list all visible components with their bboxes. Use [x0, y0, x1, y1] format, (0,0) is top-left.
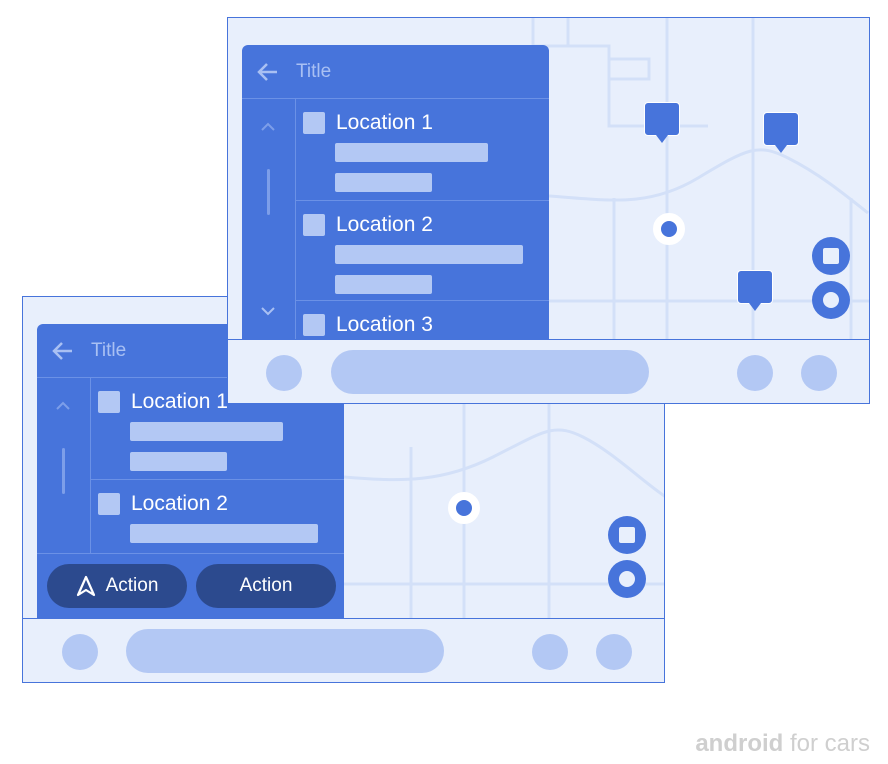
list-item[interactable]: Location 1 [296, 99, 549, 201]
list-item[interactable]: Location 1 [91, 378, 344, 480]
current-location-marker [653, 213, 685, 245]
system-button[interactable] [532, 634, 568, 670]
text-placeholder [335, 245, 523, 264]
text-placeholder [130, 452, 227, 471]
brand-bold: android [695, 730, 784, 757]
place-icon [98, 493, 120, 515]
place-icon [303, 214, 325, 236]
back-arrow-icon[interactable] [256, 60, 280, 84]
panel-header: Title [37, 324, 344, 378]
map[interactable] [228, 18, 870, 339]
chevron-down-icon[interactable] [260, 303, 276, 319]
system-bar [23, 618, 664, 682]
media-widget[interactable] [331, 350, 649, 394]
chevron-up-icon[interactable] [55, 398, 71, 414]
chevron-up-icon[interactable] [260, 119, 276, 135]
system-button[interactable] [596, 634, 632, 670]
place-icon [303, 314, 325, 336]
scroll-column [37, 378, 91, 618]
item-label: Location 2 [336, 213, 433, 236]
text-placeholder [130, 422, 283, 441]
panel-title: Title [91, 339, 127, 361]
list-item[interactable]: Location 2 [296, 201, 549, 301]
action-button[interactable]: Action [196, 564, 336, 608]
place-pin-icon[interactable] [763, 112, 799, 153]
place-icon [98, 391, 120, 413]
text-placeholder [335, 275, 432, 294]
place-pin-icon[interactable] [737, 270, 773, 311]
item-label: Location 3 [336, 313, 433, 336]
item-label: Location 2 [131, 492, 228, 515]
list-item[interactable]: Location 3 [296, 301, 549, 339]
place-icon [303, 112, 325, 134]
scroll-column [242, 99, 296, 339]
home-button[interactable] [266, 355, 302, 391]
panel-title: Title [296, 60, 332, 82]
text-placeholder [130, 524, 318, 543]
recenter-button[interactable] [608, 560, 646, 598]
place-pin-icon[interactable] [644, 102, 680, 143]
item-label: Location 1 [131, 390, 228, 413]
list-panel: Title Location 1 Location 2 Location [242, 45, 549, 339]
stop-button[interactable] [812, 237, 850, 275]
scrollbar[interactable] [62, 448, 65, 494]
navigation-icon [76, 575, 95, 597]
action-strip: Action Action [37, 553, 344, 618]
media-widget[interactable] [126, 629, 444, 673]
action-label: Action [239, 575, 293, 596]
text-placeholder [335, 143, 488, 162]
android-for-cars-logo: android for cars [695, 730, 870, 758]
text-placeholder [335, 173, 432, 192]
system-button[interactable] [801, 355, 837, 391]
back-arrow-icon[interactable] [51, 339, 75, 363]
system-button[interactable] [737, 355, 773, 391]
recenter-button[interactable] [812, 281, 850, 319]
scrollbar[interactable] [267, 169, 270, 215]
brand-rest: for cars [783, 730, 870, 757]
navigate-action-button[interactable]: Action [47, 564, 187, 608]
current-location-marker [448, 492, 480, 524]
stop-button[interactable] [608, 516, 646, 554]
action-label: Action [105, 575, 159, 596]
item-label: Location 1 [336, 111, 433, 134]
system-bar [228, 339, 869, 403]
list-panel: Title Location 1 Location 2 Action [37, 324, 344, 618]
panel-header: Title [242, 45, 549, 99]
home-button[interactable] [62, 634, 98, 670]
front-screen: Title Location 1 Location 2 Location [227, 17, 870, 404]
